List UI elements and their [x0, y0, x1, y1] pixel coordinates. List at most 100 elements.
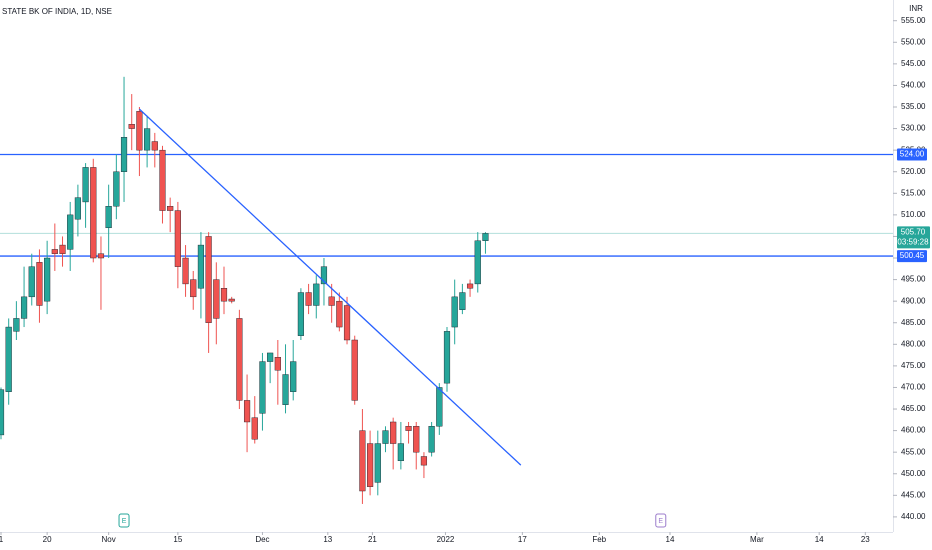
candle-body — [190, 279, 197, 298]
candle-body — [328, 296, 335, 306]
candle-body — [336, 300, 343, 328]
x-tick-label: Feb — [592, 535, 606, 544]
event-label: E — [122, 518, 127, 525]
x-tick-label: Nov — [102, 535, 116, 544]
candle-body — [105, 206, 112, 229]
candle-body — [174, 210, 181, 267]
candle-body — [90, 167, 97, 259]
candle-body — [251, 417, 258, 440]
candle-body — [205, 236, 212, 323]
candle-body — [259, 361, 266, 414]
y-tick-label: 510.00 — [901, 210, 926, 219]
candle-body — [82, 167, 89, 203]
candle-body — [305, 292, 312, 306]
candle-body — [443, 331, 451, 384]
y-tick-label: 540.00 — [901, 81, 926, 90]
candle-body — [382, 430, 389, 444]
candle-body — [44, 257, 51, 302]
candle-body — [213, 279, 220, 319]
candle-body — [482, 233, 489, 241]
candle-body — [267, 352, 274, 362]
candle-body — [20, 296, 28, 319]
candle-body — [0, 389, 5, 436]
candle-body — [405, 426, 412, 431]
y-tick-label: 555.00 — [901, 16, 926, 25]
y-tick-label: 490.00 — [901, 296, 926, 305]
candle-body — [236, 318, 243, 401]
x-tick-label: 21 — [368, 535, 377, 544]
y-tick-label: 465.00 — [901, 404, 926, 413]
candle-body — [167, 206, 174, 211]
y-tick-label: 550.00 — [901, 37, 926, 46]
x-tick-label: 23 — [861, 535, 870, 544]
trendline — [138, 108, 522, 466]
currency-label: INR — [909, 4, 923, 13]
y-tick-label: 475.00 — [901, 361, 926, 370]
candle-body — [159, 149, 166, 211]
y-tick-label: 530.00 — [901, 124, 926, 133]
candle-body — [436, 387, 443, 427]
horizontal-line-label: 524.00 — [900, 150, 925, 159]
event-marker — [655, 513, 667, 528]
x-tick-label: 2022 — [437, 535, 455, 544]
candle-body — [128, 124, 135, 129]
candle-body — [459, 292, 466, 310]
x-tick-label: 13 — [323, 535, 332, 544]
candle-body — [343, 305, 351, 341]
candle-body — [136, 111, 143, 151]
horizontal-line-label: 500.45 — [900, 251, 925, 260]
last-price-badge — [897, 226, 930, 249]
countdown-label: 03:59:28 — [897, 238, 929, 247]
candle-body — [28, 266, 35, 298]
y-tick-label: 460.00 — [901, 426, 926, 435]
x-tick-label: 20 — [43, 535, 52, 544]
candle-body — [397, 443, 404, 462]
candle-body — [243, 400, 251, 423]
candle-body — [374, 443, 381, 483]
candle-body — [420, 456, 428, 466]
y-tick-label: 440.00 — [901, 512, 926, 521]
candle-body — [13, 318, 20, 332]
y-tick-label: 520.00 — [901, 167, 926, 176]
candle-body — [297, 292, 304, 336]
y-tick-label: 495.00 — [901, 275, 926, 284]
horizontal-line-badge — [897, 250, 927, 263]
candle-body — [151, 141, 158, 151]
y-tick-label: 445.00 — [901, 490, 926, 499]
candle-body — [220, 288, 228, 302]
y-tick-label: 450.00 — [901, 469, 926, 478]
candle-body — [67, 214, 74, 250]
candle-body — [320, 266, 328, 285]
event-marker — [118, 513, 130, 528]
candle-body — [367, 443, 374, 487]
event-label: E — [658, 518, 663, 525]
x-tick-label: 1 — [0, 535, 4, 544]
candle-body — [274, 357, 281, 371]
candle-body — [313, 283, 320, 306]
y-tick-label: 485.00 — [901, 318, 926, 327]
candle-body — [59, 244, 66, 254]
candle-body — [359, 430, 366, 492]
y-tick-label: 545.00 — [901, 59, 926, 68]
chart-title: STATE BK OF INDIA, 1D, NSE — [2, 7, 112, 16]
candle-body — [474, 240, 481, 285]
x-tick-label: 15 — [173, 535, 182, 544]
x-tick-label: 17 — [518, 535, 527, 544]
candle-body — [36, 262, 43, 306]
candle-body — [97, 253, 105, 259]
candle-body — [282, 374, 289, 405]
last-price-label: 505.70 — [901, 228, 926, 237]
candle-body — [290, 361, 297, 392]
candle-body — [120, 137, 128, 172]
horizontal-line-badge — [897, 148, 927, 161]
candle-body — [197, 244, 205, 289]
y-tick-label: 515.00 — [901, 188, 926, 197]
y-tick-label: 470.00 — [901, 383, 926, 392]
candle-body — [113, 171, 120, 207]
candle-body — [228, 298, 235, 302]
y-tick-label: 480.00 — [901, 339, 926, 348]
x-tick-label: Mar — [750, 535, 764, 544]
x-tick-label: 14 — [666, 535, 675, 544]
